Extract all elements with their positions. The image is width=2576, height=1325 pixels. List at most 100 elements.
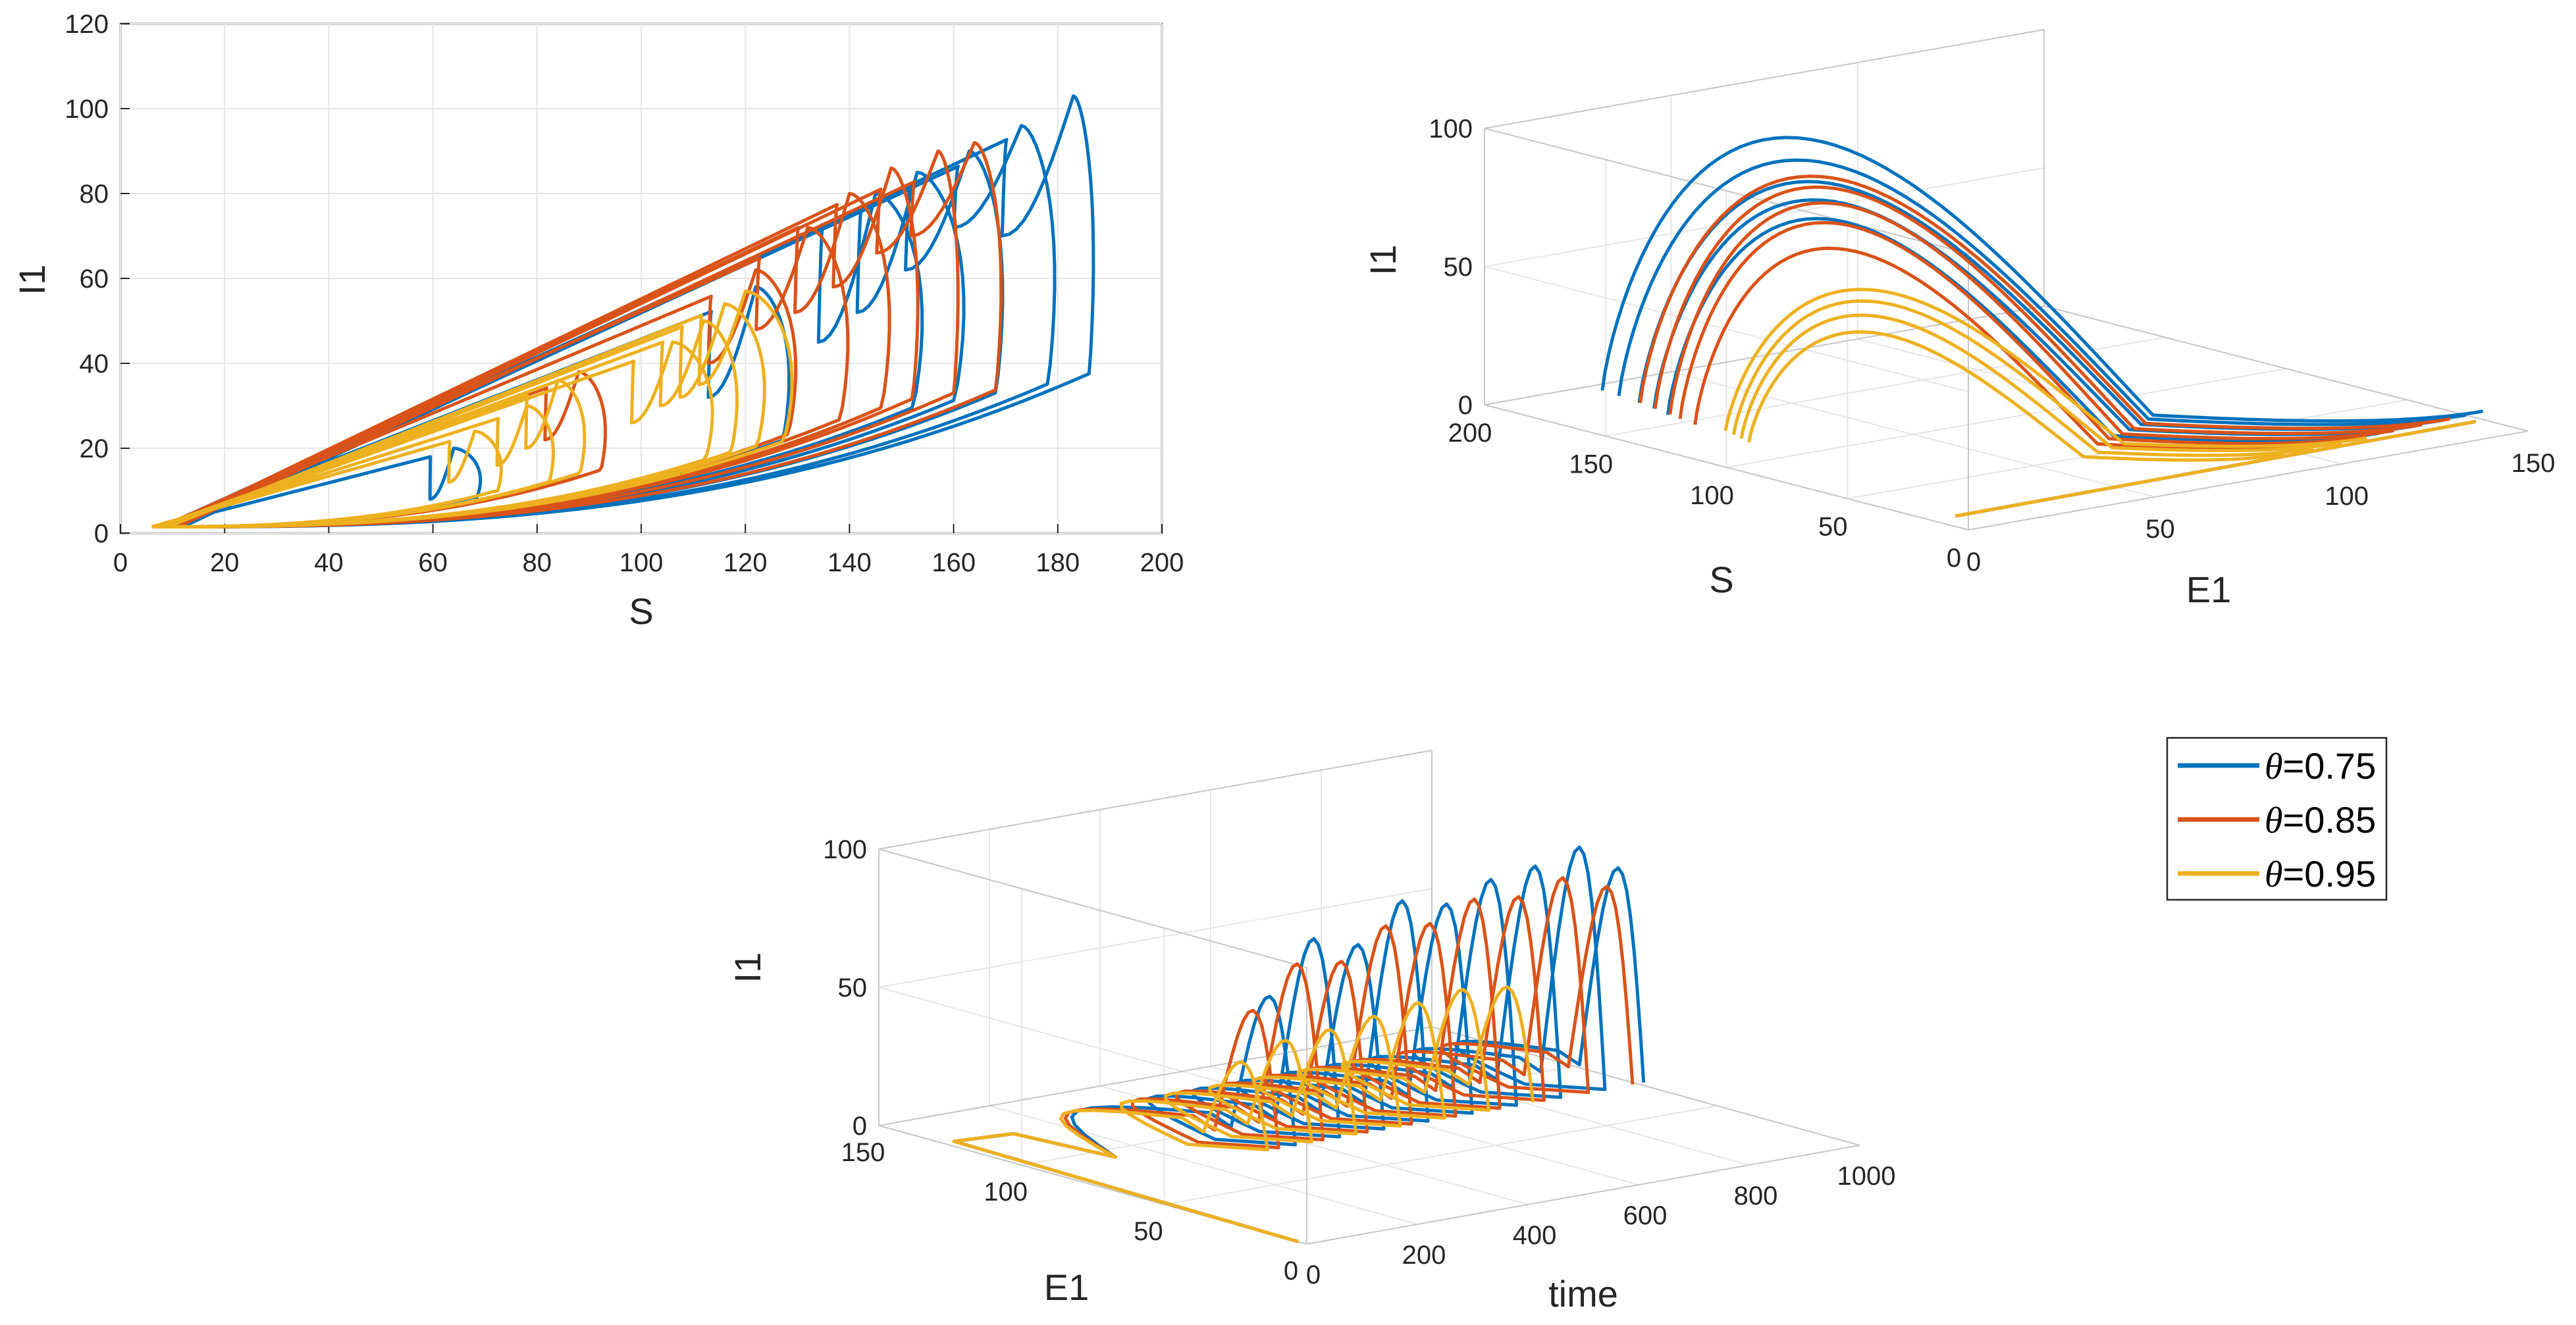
plot1-curve-3-loop-7 — [151, 429, 503, 529]
plot3-zlabel: I1 — [727, 952, 768, 983]
plot1-xtick-label: 100 — [619, 548, 664, 577]
plot3-ztick-label: 100 — [823, 835, 867, 864]
plot2-box-edge — [1484, 128, 1969, 254]
plot3-box-edge — [878, 848, 1307, 968]
plot3-box-edge — [1306, 1145, 1860, 1245]
plot3-ytick-label: 100 — [984, 1178, 1028, 1207]
plot2-panes — [1484, 29, 2529, 531]
plot3-ztick-label: 0 — [853, 1112, 867, 1141]
plot1-xtick-label: 60 — [418, 548, 448, 577]
plot2-zgrid-back — [1484, 167, 2045, 267]
plot1-ytick-label: 60 — [80, 265, 109, 294]
plot2-box-edge — [1484, 29, 2045, 129]
plot2-curve-1-loop-3 — [1637, 180, 2443, 431]
plot-2d-s-vs-i1: 0 20 40 60 80 100 120 140 160 180 200 0 20 40 60 80 100 1… — [11, 10, 1184, 632]
plot1-curves — [151, 94, 1095, 529]
plot3-ylabel: E1 — [1044, 1266, 1090, 1308]
plot3-ygrid-floor — [1021, 1066, 1575, 1166]
plot1-xtick-label: 180 — [1036, 548, 1080, 577]
plot1-xtick-label: 20 — [210, 548, 240, 577]
plot2-curve-3-loop-4 — [1747, 330, 2285, 462]
plot2-curve-1-loop-1 — [1600, 136, 2484, 423]
plot3-ytick-label: 150 — [841, 1138, 885, 1167]
plot2-box-edge — [1968, 430, 2529, 531]
plot2-ylabel: S — [1709, 559, 1733, 600]
plot3-xtick-label: 1000 — [1837, 1162, 1896, 1191]
plot1-xtick-label: 120 — [723, 548, 768, 577]
plot3-xtick-label: 0 — [1306, 1260, 1321, 1289]
plot3-xgrid-floor — [989, 1105, 1418, 1225]
plot2-xtick-label: 50 — [2145, 515, 2175, 544]
plot3-xtick-label: 800 — [1734, 1182, 1778, 1210]
plot3-curves — [952, 845, 1646, 1243]
plot2-ytick-label: 100 — [1690, 481, 1734, 510]
plot2-xlabel: E1 — [2186, 569, 2232, 610]
plot3-panes — [878, 750, 1860, 1245]
plot3-curve-2 — [952, 876, 1635, 1243]
plot2-ytick-label: 150 — [1569, 450, 1613, 479]
plot1-xtick-label: 40 — [314, 548, 344, 577]
plot2-zlabel: I1 — [1362, 245, 1404, 276]
plot2-floor-trace-3 — [1955, 419, 2477, 518]
plot2-xtick-label: 0 — [1966, 548, 1981, 577]
plot3-xtick-label: 200 — [1402, 1241, 1446, 1270]
legend-entry-1: θ=0.75 — [2178, 745, 2376, 787]
plot1-xtick-label: 140 — [828, 548, 872, 577]
plot3-ygrid-floor — [1164, 1105, 1718, 1205]
plot1-ytick-label: 120 — [65, 10, 109, 39]
plot3-ztick-label: 50 — [838, 974, 868, 1002]
plot1-ytick-label: 100 — [65, 95, 109, 124]
plot2-zgrid-side — [1484, 266, 1969, 392]
plot2-curve-2-loop-1 — [1639, 174, 2451, 430]
plot2-curve-1-loop-5 — [1666, 217, 2380, 442]
legend-label-2: θ=0.85 — [2265, 799, 2376, 841]
plot3-ytick-label: 50 — [1134, 1217, 1163, 1246]
legend-label-1: θ=0.75 — [2265, 745, 2376, 787]
plot1-xtick-label: 160 — [932, 548, 976, 577]
plot1-ytick-label: 80 — [80, 180, 109, 209]
plot2-curve-1-loop-2 — [1617, 158, 2467, 427]
plot3-zgrid-back — [878, 888, 1433, 988]
plot2-ytick-label: 200 — [1448, 419, 1492, 448]
plot2-box-edge — [2043, 305, 2529, 432]
plot2-ztick-label: 100 — [1429, 115, 1473, 143]
plot2-curves — [1600, 136, 2484, 518]
plot2-xtick-label: 150 — [2511, 449, 2556, 478]
plot3-xtick-label: 600 — [1623, 1201, 1668, 1230]
plot2-curve-2-loop-4 — [1678, 221, 2367, 446]
plot2-box-edge — [1484, 305, 2045, 405]
legend: θ=0.75 θ=0.85 θ=0.95 — [2166, 737, 2388, 901]
plot3-ytick-label: 0 — [1284, 1257, 1298, 1286]
plot2-ytick-label: 0 — [1947, 544, 1961, 573]
legend-label-3: θ=0.95 — [2265, 853, 2376, 895]
plot2-curve-3-loop-1 — [1723, 288, 2367, 448]
plot3-xlabel: time — [1548, 1273, 1618, 1314]
plot2-ztick-label: 50 — [1444, 253, 1473, 282]
plot1-ticks: 0 20 40 60 80 100 120 140 160 180 200 0 20 40 60 80 100 1… — [65, 10, 1184, 577]
plot2-curve-2-loop-2 — [1653, 185, 2423, 435]
plot1-ytick-label: 0 — [94, 519, 109, 548]
plot2-curve-3-loop-3 — [1739, 313, 2314, 457]
plot1-xlabel: S — [629, 590, 653, 632]
plot1-ytick-label: 20 — [80, 434, 109, 463]
plot2-xtick-label: 100 — [2325, 482, 2369, 511]
plot3-box-edge — [878, 750, 1433, 850]
plot1-ylabel: I1 — [11, 265, 53, 296]
plot1-xtick-label: 200 — [1140, 548, 1184, 577]
plot3-xtick-label: 400 — [1513, 1221, 1557, 1250]
plot2-ytick-label: 50 — [1818, 513, 1848, 542]
plot2-ztick-label: 0 — [1458, 391, 1473, 420]
plot1-xtick-label: 80 — [523, 548, 552, 577]
plot1-xtick-label: 0 — [113, 548, 128, 577]
plot2-curve-3-loop-2 — [1732, 299, 2342, 452]
plot2-box-edge — [1484, 404, 1969, 531]
plot2-ygrid-floor — [1726, 368, 2286, 468]
plot2-curve-2-loop-3 — [1668, 201, 2395, 440]
legend-entry-2: θ=0.85 — [2178, 799, 2376, 841]
plot1-ytick-label: 40 — [80, 350, 109, 378]
